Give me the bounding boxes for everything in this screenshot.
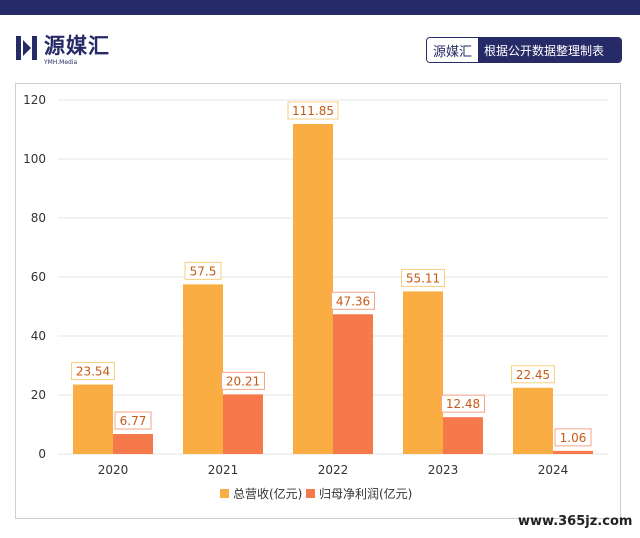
x-tick-label: 2024 — [538, 463, 569, 477]
data-label-box — [441, 394, 485, 413]
x-tick-label: 2022 — [318, 463, 349, 477]
logo-icon — [16, 36, 37, 60]
data-label: 57.5 — [190, 264, 217, 278]
data-label: 47.36 — [336, 294, 370, 308]
y-tick-label: 20 — [31, 388, 46, 402]
bar-revenue — [73, 384, 113, 454]
legend-label: 总营收(亿元) — [233, 486, 302, 501]
data-label: 55.11 — [406, 271, 440, 285]
data-label: 6.77 — [120, 414, 147, 428]
legend-swatch — [220, 489, 229, 498]
source-brand: 源媒汇 — [427, 38, 479, 62]
data-label: 1.06 — [560, 431, 587, 445]
source-badge: 源媒汇 根据公开数据整理制表 — [426, 37, 622, 63]
data-label-box — [511, 365, 555, 384]
brand-logo: 源媒汇 YMH.Media — [16, 34, 110, 67]
bar-profit — [113, 434, 153, 454]
data-label-box — [331, 291, 375, 310]
bar-profit — [333, 314, 373, 454]
y-tick-label: 40 — [31, 329, 46, 343]
data-label-box — [287, 101, 339, 120]
x-tick-label: 2020 — [98, 463, 129, 477]
chart-frame — [15, 83, 621, 519]
y-tick-label: 80 — [31, 211, 46, 225]
y-tick-label: 0 — [38, 447, 46, 461]
bar-profit — [223, 394, 263, 454]
data-label-box — [184, 261, 222, 280]
data-label: 12.48 — [446, 397, 480, 411]
legend-swatch — [306, 489, 315, 498]
x-tick-label: 2023 — [428, 463, 459, 477]
data-label: 20.21 — [226, 374, 260, 388]
data-label-box — [401, 268, 445, 287]
data-label: 22.45 — [516, 368, 550, 382]
bar-revenue — [403, 291, 443, 454]
data-label: 23.54 — [76, 365, 110, 379]
bar-revenue — [183, 284, 223, 454]
top-bar — [0, 0, 640, 15]
logo-name: 源媒汇 — [44, 34, 110, 58]
y-tick-label: 60 — [31, 270, 46, 284]
data-label: 111.85 — [292, 104, 334, 118]
data-label-box — [554, 428, 592, 447]
bar-profit — [553, 450, 593, 454]
y-tick-label: 120 — [23, 93, 46, 107]
x-tick-label: 2021 — [208, 463, 239, 477]
bar-profit — [443, 417, 483, 454]
data-label-box — [114, 411, 152, 430]
data-label-box — [71, 362, 115, 381]
legend-label: 归母净利润(亿元) — [319, 486, 412, 501]
bar-revenue — [293, 124, 333, 454]
bar-revenue — [513, 387, 553, 454]
source-note: 根据公开数据整理制表 — [478, 38, 621, 62]
logo-subtitle: YMH.Media — [44, 59, 78, 66]
data-label-box — [221, 371, 265, 390]
y-tick-label: 100 — [23, 152, 46, 166]
watermark: www.365jz.com — [518, 514, 633, 529]
